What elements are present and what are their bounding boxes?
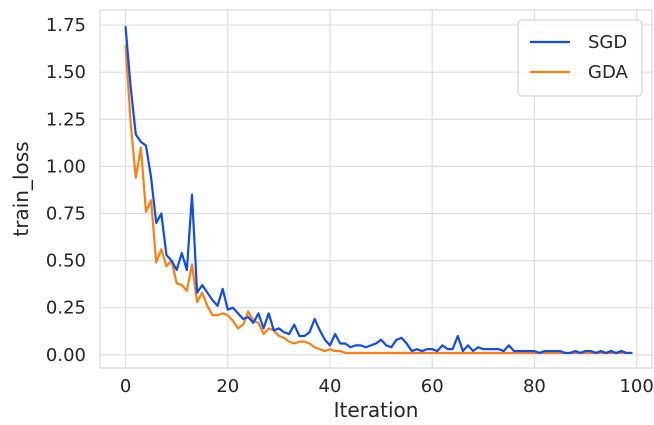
legend-box	[517, 19, 643, 97]
legend: SGD GDA	[517, 19, 643, 97]
y-tick-label: 1.75	[46, 15, 86, 36]
y-tick-label: 1.50	[46, 62, 86, 83]
x-tick-label: 20	[216, 376, 239, 397]
y-tick-label: 1.00	[46, 156, 86, 177]
y-tick-label: 0.00	[46, 345, 86, 366]
x-tick-label: 40	[319, 376, 342, 397]
series-lines	[124, 25, 633, 355]
legend-label-gda: GDA	[588, 62, 628, 83]
y-tick-label: 0.75	[46, 203, 86, 224]
x-tick-label: 0	[120, 376, 131, 397]
x-axis-label: Iteration	[334, 398, 419, 422]
y-axis-label: train_loss	[9, 141, 33, 236]
x-tick-label: 100	[619, 376, 653, 397]
x-tick-labels: 0 20 40 60 80 100	[120, 376, 654, 397]
y-tick-label: 1.25	[46, 109, 86, 130]
x-tick-label: 80	[523, 376, 546, 397]
y-tick-labels: 0.00 0.25 0.50 0.75 1.00 1.25 1.50 1.75	[46, 15, 86, 366]
series-line-sgd	[124, 25, 633, 355]
y-tick-label: 0.50	[46, 251, 86, 272]
y-tick-label: 0.25	[46, 298, 86, 319]
legend-label-sgd: SGD	[588, 32, 627, 53]
series-line-gda	[124, 44, 633, 355]
x-tick-label: 60	[421, 376, 444, 397]
